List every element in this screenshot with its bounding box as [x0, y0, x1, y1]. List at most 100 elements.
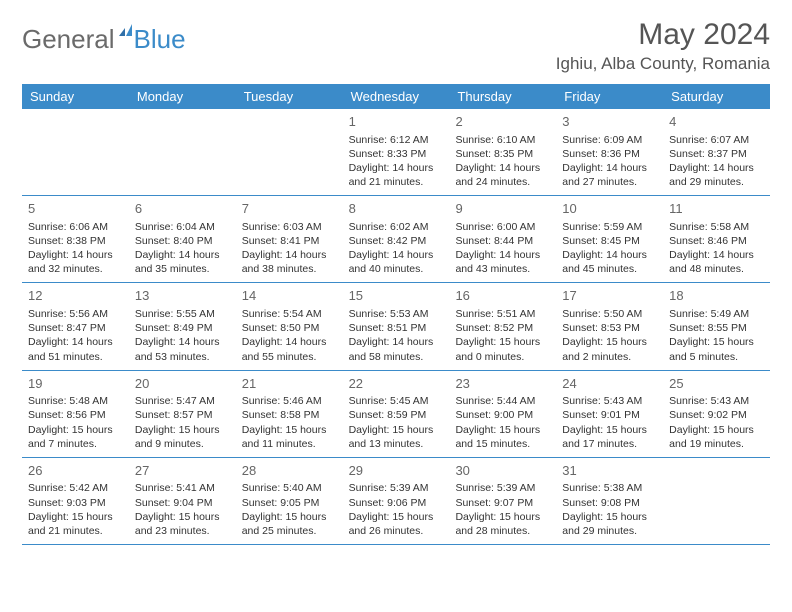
sunset-line: Sunset: 9:04 PM	[135, 496, 230, 510]
day-number: 7	[242, 200, 337, 218]
calendar-day: 1Sunrise: 6:12 AMSunset: 8:33 PMDaylight…	[343, 109, 450, 195]
day-number: 13	[135, 287, 230, 305]
sunrise-line: Sunrise: 6:10 AM	[455, 133, 550, 147]
calendar-day: 16Sunrise: 5:51 AMSunset: 8:52 PMDayligh…	[449, 283, 556, 369]
sunset-line: Sunset: 8:47 PM	[28, 321, 123, 335]
sunset-line: Sunset: 9:01 PM	[562, 408, 657, 422]
calendar-day: 27Sunrise: 5:41 AMSunset: 9:04 PMDayligh…	[129, 458, 236, 544]
calendar: SundayMondayTuesdayWednesdayThursdayFrid…	[22, 84, 770, 545]
daylight-line: Daylight: 14 hours and 51 minutes.	[28, 335, 123, 363]
daylight-line: Daylight: 14 hours and 32 minutes.	[28, 248, 123, 276]
sunrise-line: Sunrise: 6:03 AM	[242, 220, 337, 234]
calendar-week: 5Sunrise: 6:06 AMSunset: 8:38 PMDaylight…	[22, 196, 770, 283]
daylight-line: Daylight: 15 hours and 28 minutes.	[455, 510, 550, 538]
calendar-day: 3Sunrise: 6:09 AMSunset: 8:36 PMDaylight…	[556, 109, 663, 195]
sunrise-line: Sunrise: 5:59 AM	[562, 220, 657, 234]
sunset-line: Sunset: 8:35 PM	[455, 147, 550, 161]
daylight-line: Daylight: 14 hours and 45 minutes.	[562, 248, 657, 276]
sunset-line: Sunset: 8:36 PM	[562, 147, 657, 161]
sunset-line: Sunset: 8:55 PM	[669, 321, 764, 335]
sunset-line: Sunset: 8:59 PM	[349, 408, 444, 422]
weekday-header: Thursday	[449, 84, 556, 109]
calendar-week: 1Sunrise: 6:12 AMSunset: 8:33 PMDaylight…	[22, 109, 770, 196]
sunrise-line: Sunrise: 6:02 AM	[349, 220, 444, 234]
day-number: 25	[669, 375, 764, 393]
calendar-day: 7Sunrise: 6:03 AMSunset: 8:41 PMDaylight…	[236, 196, 343, 282]
sunset-line: Sunset: 9:02 PM	[669, 408, 764, 422]
day-number: 27	[135, 462, 230, 480]
calendar-day: 22Sunrise: 5:45 AMSunset: 8:59 PMDayligh…	[343, 371, 450, 457]
day-number: 2	[455, 113, 550, 131]
sunset-line: Sunset: 8:38 PM	[28, 234, 123, 248]
calendar-day: 4Sunrise: 6:07 AMSunset: 8:37 PMDaylight…	[663, 109, 770, 195]
day-number: 5	[28, 200, 123, 218]
calendar-day: 14Sunrise: 5:54 AMSunset: 8:50 PMDayligh…	[236, 283, 343, 369]
daylight-line: Daylight: 15 hours and 23 minutes.	[135, 510, 230, 538]
sunset-line: Sunset: 8:37 PM	[669, 147, 764, 161]
calendar-day: 11Sunrise: 5:58 AMSunset: 8:46 PMDayligh…	[663, 196, 770, 282]
day-number: 12	[28, 287, 123, 305]
daylight-line: Daylight: 14 hours and 53 minutes.	[135, 335, 230, 363]
sunrise-line: Sunrise: 5:45 AM	[349, 394, 444, 408]
daylight-line: Daylight: 14 hours and 35 minutes.	[135, 248, 230, 276]
day-number: 22	[349, 375, 444, 393]
daylight-line: Daylight: 15 hours and 5 minutes.	[669, 335, 764, 363]
weekday-header: Monday	[129, 84, 236, 109]
calendar-day: 25Sunrise: 5:43 AMSunset: 9:02 PMDayligh…	[663, 371, 770, 457]
daylight-line: Daylight: 15 hours and 13 minutes.	[349, 423, 444, 451]
day-number: 24	[562, 375, 657, 393]
daylight-line: Daylight: 15 hours and 15 minutes.	[455, 423, 550, 451]
sunrise-line: Sunrise: 5:38 AM	[562, 481, 657, 495]
sunrise-line: Sunrise: 5:46 AM	[242, 394, 337, 408]
calendar-week: 26Sunrise: 5:42 AMSunset: 9:03 PMDayligh…	[22, 458, 770, 545]
day-number: 15	[349, 287, 444, 305]
day-number: 10	[562, 200, 657, 218]
weekday-header: Friday	[556, 84, 663, 109]
day-number: 23	[455, 375, 550, 393]
day-number: 17	[562, 287, 657, 305]
daylight-line: Daylight: 14 hours and 43 minutes.	[455, 248, 550, 276]
sunset-line: Sunset: 8:46 PM	[669, 234, 764, 248]
sunset-line: Sunset: 8:53 PM	[562, 321, 657, 335]
calendar-day	[663, 458, 770, 544]
daylight-line: Daylight: 15 hours and 21 minutes.	[28, 510, 123, 538]
sunset-line: Sunset: 9:03 PM	[28, 496, 123, 510]
sunset-line: Sunset: 9:06 PM	[349, 496, 444, 510]
sunrise-line: Sunrise: 5:49 AM	[669, 307, 764, 321]
calendar-day: 6Sunrise: 6:04 AMSunset: 8:40 PMDaylight…	[129, 196, 236, 282]
daylight-line: Daylight: 15 hours and 29 minutes.	[562, 510, 657, 538]
calendar-day	[236, 109, 343, 195]
calendar-day	[129, 109, 236, 195]
calendar-day: 20Sunrise: 5:47 AMSunset: 8:57 PMDayligh…	[129, 371, 236, 457]
sunset-line: Sunset: 8:41 PM	[242, 234, 337, 248]
calendar-day: 13Sunrise: 5:55 AMSunset: 8:49 PMDayligh…	[129, 283, 236, 369]
logo-triangle-icon	[119, 24, 132, 36]
sunrise-line: Sunrise: 6:06 AM	[28, 220, 123, 234]
sunset-line: Sunset: 8:45 PM	[562, 234, 657, 248]
calendar-day: 28Sunrise: 5:40 AMSunset: 9:05 PMDayligh…	[236, 458, 343, 544]
calendar-day: 19Sunrise: 5:48 AMSunset: 8:56 PMDayligh…	[22, 371, 129, 457]
sunrise-line: Sunrise: 6:07 AM	[669, 133, 764, 147]
sunset-line: Sunset: 8:52 PM	[455, 321, 550, 335]
sunrise-line: Sunrise: 6:09 AM	[562, 133, 657, 147]
sunset-line: Sunset: 8:44 PM	[455, 234, 550, 248]
day-number: 16	[455, 287, 550, 305]
calendar-day: 26Sunrise: 5:42 AMSunset: 9:03 PMDayligh…	[22, 458, 129, 544]
sunset-line: Sunset: 9:05 PM	[242, 496, 337, 510]
sunset-line: Sunset: 8:33 PM	[349, 147, 444, 161]
calendar-day: 12Sunrise: 5:56 AMSunset: 8:47 PMDayligh…	[22, 283, 129, 369]
daylight-line: Daylight: 14 hours and 21 minutes.	[349, 161, 444, 189]
header: General Blue May 2024 Ighiu, Alba County…	[22, 18, 770, 74]
sunrise-line: Sunrise: 5:54 AM	[242, 307, 337, 321]
sunrise-line: Sunrise: 5:43 AM	[562, 394, 657, 408]
day-number: 9	[455, 200, 550, 218]
daylight-line: Daylight: 14 hours and 58 minutes.	[349, 335, 444, 363]
calendar-day: 29Sunrise: 5:39 AMSunset: 9:06 PMDayligh…	[343, 458, 450, 544]
calendar-day: 31Sunrise: 5:38 AMSunset: 9:08 PMDayligh…	[556, 458, 663, 544]
calendar-day: 24Sunrise: 5:43 AMSunset: 9:01 PMDayligh…	[556, 371, 663, 457]
sunrise-line: Sunrise: 5:39 AM	[455, 481, 550, 495]
day-number: 29	[349, 462, 444, 480]
day-number: 18	[669, 287, 764, 305]
day-number: 26	[28, 462, 123, 480]
daylight-line: Daylight: 15 hours and 19 minutes.	[669, 423, 764, 451]
